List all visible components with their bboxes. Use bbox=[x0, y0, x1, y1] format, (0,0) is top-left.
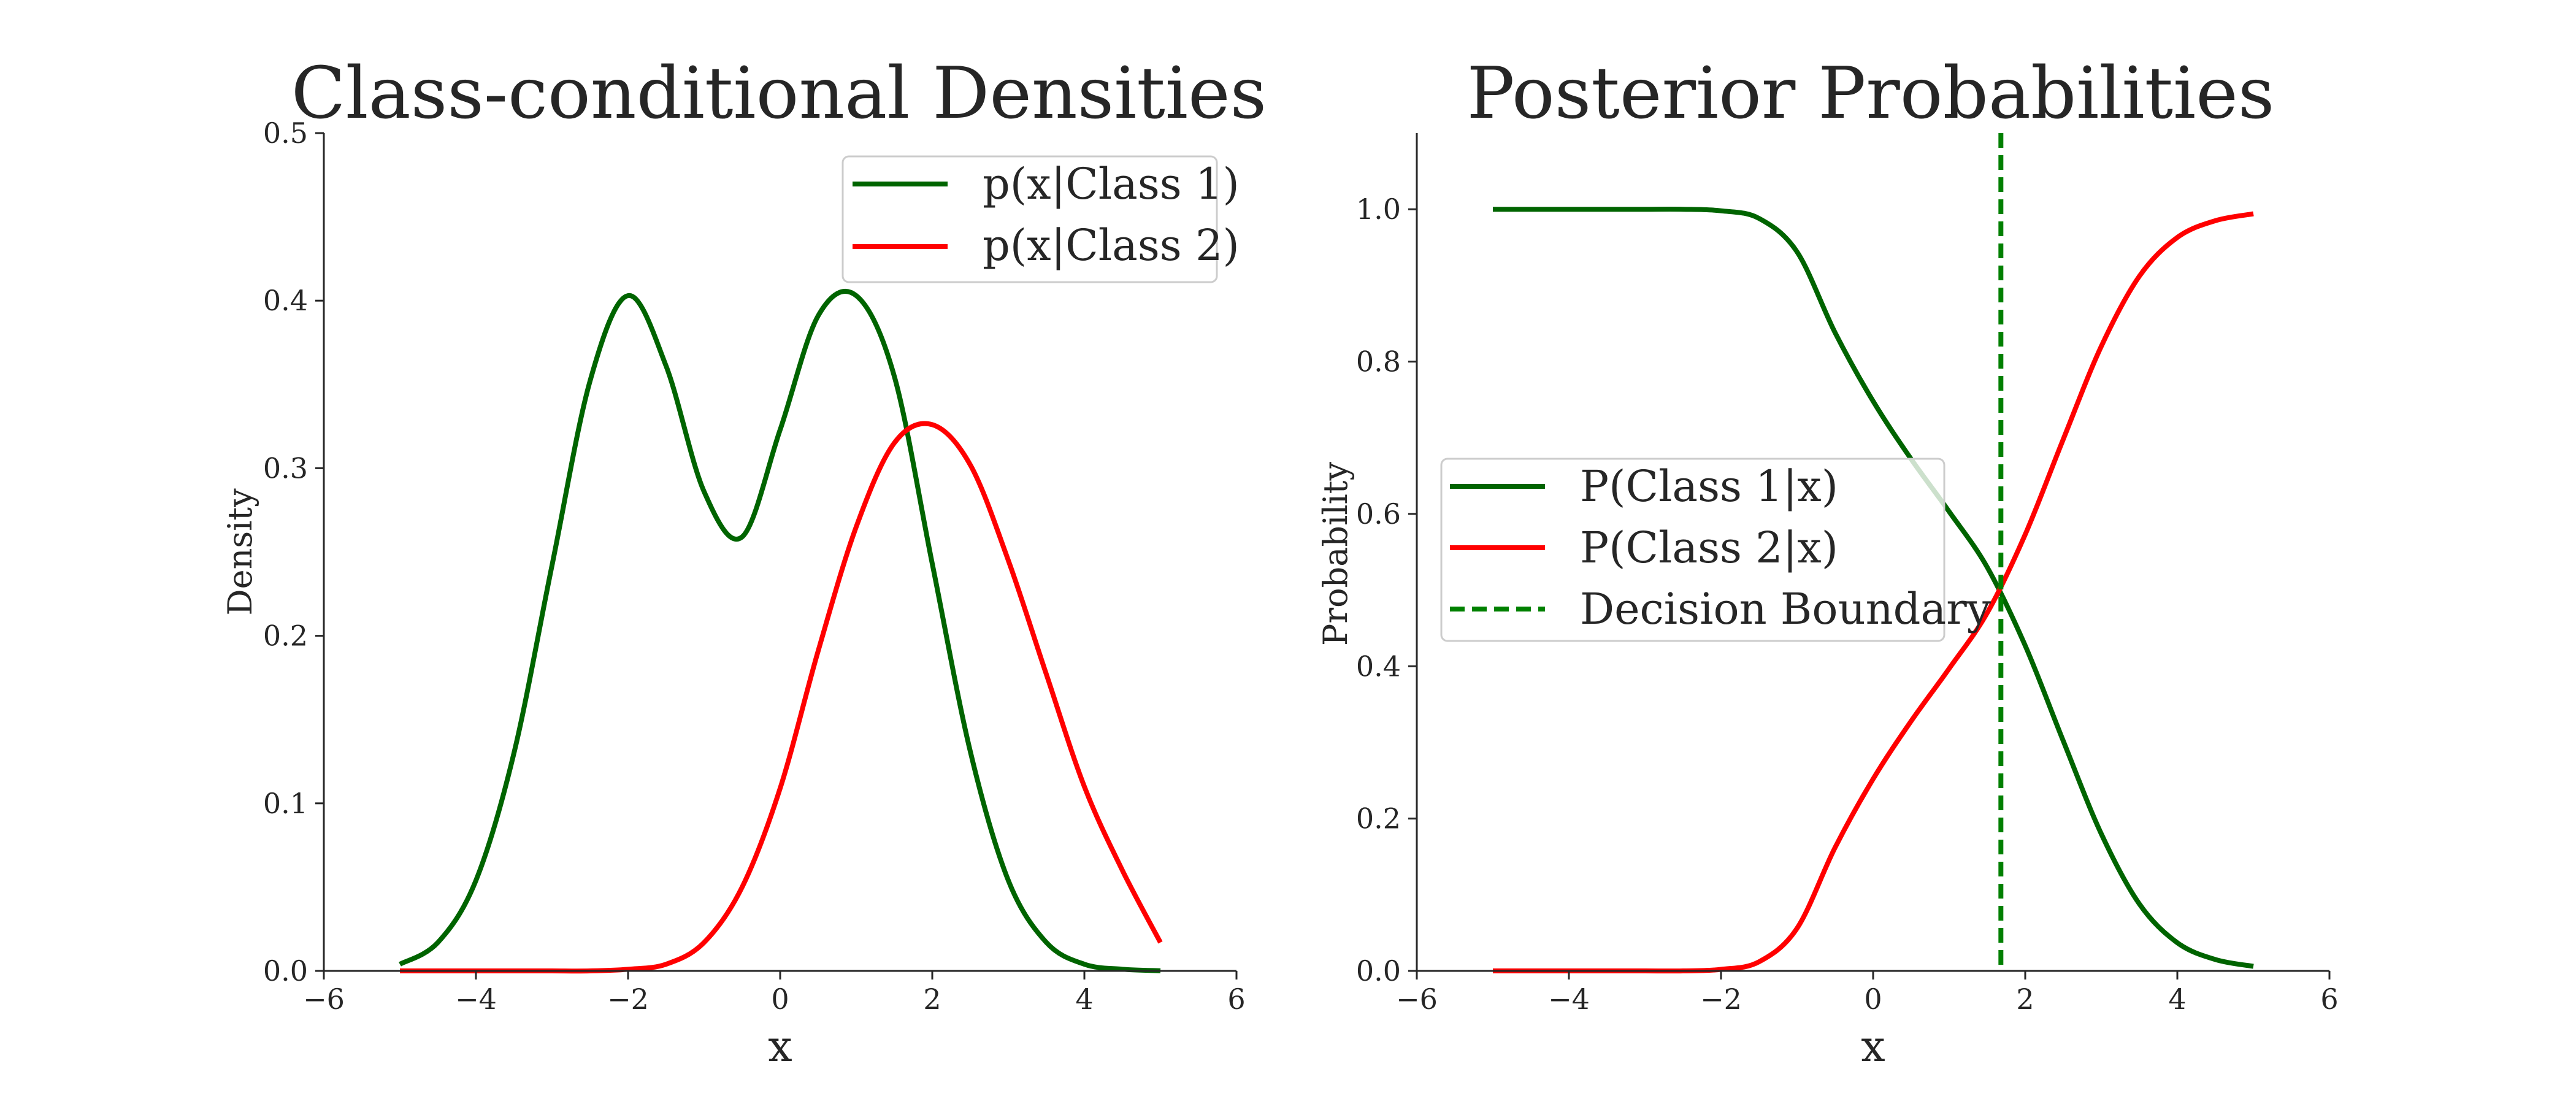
x-tick-label: 6 bbox=[2320, 983, 2338, 1016]
y-tick-label: 1.0 bbox=[1356, 193, 1401, 226]
x-tick-label: 0 bbox=[771, 983, 789, 1016]
x-tick-label: −4 bbox=[455, 983, 497, 1016]
density-chart-title: Class-conditional Densities bbox=[291, 52, 1267, 135]
x-tick-label: −4 bbox=[1548, 983, 1590, 1016]
x-tick-label: 6 bbox=[1227, 983, 1245, 1016]
y-tick-label: 0.0 bbox=[263, 954, 308, 987]
density-chart-legend: p(x|Class 1) p(x|Class 2) bbox=[841, 155, 1240, 283]
legend-label-class-1: p(x|Class 1) bbox=[983, 159, 1240, 209]
posterior-chart-y-axis-label: Probability bbox=[1316, 462, 1355, 646]
posterior-chart-x-ticks: −6 −4 −2 0 2 4 6 bbox=[1396, 971, 2339, 1016]
y-tick-label: 0.4 bbox=[263, 284, 308, 317]
x-tick-label: −2 bbox=[607, 983, 649, 1016]
legend-frame bbox=[1440, 458, 1945, 642]
y-tick-label: 0.8 bbox=[1356, 345, 1401, 378]
x-tick-label: −6 bbox=[303, 983, 345, 1016]
posterior-chart: Posterior Probabilities −6 −4 −2 0 2 4 6 0.00.… bbox=[1316, 52, 2339, 1071]
x-tick-label: −6 bbox=[1396, 983, 1438, 1016]
x-tick-label: 2 bbox=[2016, 983, 2034, 1016]
legend-label-decision-boundary: Decision Boundary bbox=[1580, 584, 1991, 634]
y-tick-label: 0.3 bbox=[263, 451, 308, 485]
posterior-chart-y-ticks: 0.0 0.2 0.4 0.6 0.8 1.0 bbox=[1356, 193, 1417, 987]
x-tick-label: −2 bbox=[1700, 983, 1742, 1016]
legend-label-class-1: P(Class 1|x) bbox=[1580, 461, 1838, 512]
y-tick-label: 0.2 bbox=[263, 619, 308, 653]
density-chart-x-axis-label: x bbox=[768, 1021, 792, 1071]
density-chart: Class-conditional Densities −6 −4 −2 0 2 4 6 0… bbox=[221, 52, 1267, 1071]
density-chart-x-ticks: −6 −4 −2 0 2 4 6 bbox=[303, 971, 1246, 1016]
posterior-chart-x-axis-label: x bbox=[1861, 1021, 1885, 1071]
legend-label-class-2: p(x|Class 2) bbox=[983, 220, 1240, 270]
density-chart-y-axis-label: Density bbox=[221, 488, 259, 616]
y-tick-label: 0.5 bbox=[263, 117, 308, 150]
y-tick-label: 0.6 bbox=[1356, 497, 1401, 531]
x-tick-label: 4 bbox=[1075, 983, 1093, 1016]
legend-label-class-2: P(Class 2|x) bbox=[1580, 523, 1838, 573]
x-tick-label: 2 bbox=[923, 983, 941, 1016]
posterior-chart-legend: P(Class 1|x) P(Class 2|x) Decision Bound… bbox=[1440, 458, 1991, 642]
x-tick-label: 4 bbox=[2168, 983, 2186, 1016]
legend-frame bbox=[841, 155, 1218, 283]
x-tick-label: 0 bbox=[1864, 983, 1882, 1016]
y-tick-label: 0.0 bbox=[1356, 954, 1401, 987]
y-tick-label: 0.1 bbox=[263, 787, 308, 820]
series-line-p-class-1-x bbox=[1493, 207, 2254, 969]
y-tick-label: 0.4 bbox=[1356, 650, 1401, 683]
posterior-chart-title: Posterior Probabilities bbox=[1467, 52, 2275, 135]
density-chart-y-ticks: 0.0 0.1 0.2 0.3 0.4 0.5 bbox=[263, 117, 324, 987]
y-tick-label: 0.2 bbox=[1356, 802, 1401, 835]
series-line-p-x-class-1 bbox=[399, 288, 1161, 973]
